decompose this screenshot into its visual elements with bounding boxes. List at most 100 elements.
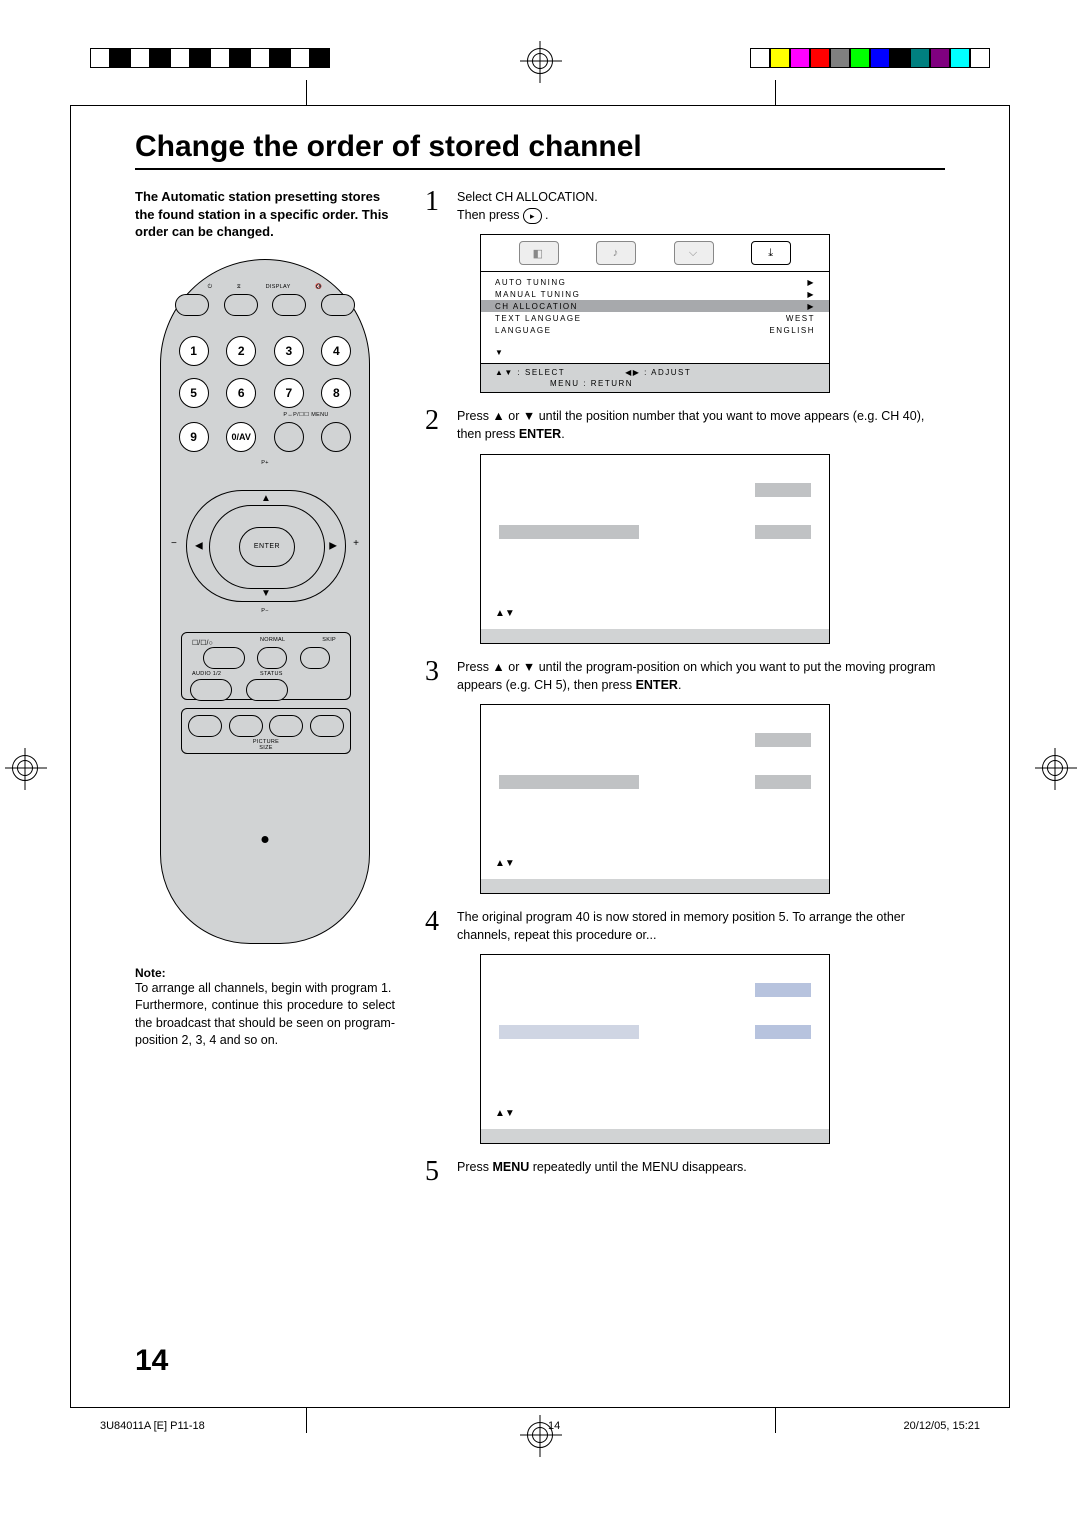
audio-button[interactable] [190,679,232,701]
intro-text: The Automatic station presetting stores … [135,188,395,241]
osd-screen-4: ▲▼ [480,954,830,1144]
step-4-text: The original program 40 is now stored in… [457,908,945,944]
step-2: 2 Press ▲ or ▼ until the position number… [425,407,945,443]
nav-down-icon: ▼ [261,588,271,599]
display-button[interactable] [272,294,306,316]
color-yellow-button[interactable] [269,715,303,737]
step-4-number: 4 [425,908,447,944]
crosshair-top [527,48,553,74]
nav-left-icon: ◀ [195,540,203,551]
p-plus-label: P+ [161,460,369,466]
osd-tab-3: ⌵ [674,241,714,265]
osd-screen-3: ▲▼ [480,704,830,894]
osd-screen-2: ▲▼ [480,454,830,644]
num-0av-button[interactable]: 0/AV [226,422,256,452]
status-button[interactable] [246,679,288,701]
osd-row: AUTO TUNING▶ [495,276,815,288]
num-9-button[interactable]: 9 [179,422,209,452]
picture-size-label: PICTURE SIZE [182,739,350,751]
num-3-button[interactable]: 3 [274,336,304,366]
meta-doc-id: 3U84011A [E] P11-18 [100,1420,205,1432]
status-label: STATUS [260,671,283,677]
step-3-number: 3 [425,658,447,694]
step-3-enter: ENTER [636,678,678,692]
skip-label: SKIP [322,637,336,643]
num-8-button[interactable]: 8 [321,378,351,408]
note-heading: Note: [135,966,395,980]
osd-menu-1: ◧ ♪ ⌵ ⤓ AUTO TUNING▶MANUAL TUNING▶CH ALL… [480,234,830,393]
num-7-button[interactable]: 7 [274,378,304,408]
enter-button[interactable]: ENTER [239,527,295,567]
osd-arrow-down: ▼ [481,348,829,363]
recall-button[interactable] [274,422,304,452]
num-1-button[interactable]: 1 [179,336,209,366]
timer-icon-label: ⧖ [237,284,241,291]
osd-tab-4: ⤓ [751,241,791,265]
color-green-button[interactable] [229,715,263,737]
osd-tab-2: ♪ [596,241,636,265]
crosshair-right [1042,755,1068,781]
step-5-number: 5 [425,1158,447,1186]
page-number: 14 [135,1344,168,1378]
nav-right-icon: ▶ [329,540,337,551]
meta-date: 20/12/05, 15:21 [904,1420,980,1432]
menu-row-label: P↔P/☐☐ MENU [256,412,356,418]
timer-button[interactable] [224,294,258,316]
osd-row: MANUAL TUNING▶ [495,288,815,300]
remote-control-illustration: ⏻ ⧖ DISPLAY 🔇 1 2 3 4 [160,259,370,944]
osd-tri-2: ▲▼ [495,608,515,619]
meta-page: 14 [548,1420,560,1432]
color-blue-button[interactable] [310,715,344,737]
menu-button[interactable] [321,422,351,452]
step-5: 5 Press MENU repeatedly until the MENU d… [425,1158,945,1186]
osd-foot-adjust: ◀▶ : ADJUST [625,368,691,377]
step-5-menu: MENU [492,1160,529,1174]
osd-foot-return: MENU : RETURN [550,379,633,388]
osd-row: TEXT LANGUAGEWEST [495,312,815,324]
osd-foot-select: ▲▼ : SELECT [495,368,565,377]
step-1-text-b: Then press [457,208,523,222]
step-5-text-b: repeatedly until the MENU disappears. [533,1160,747,1174]
num-2-button[interactable]: 2 [226,336,256,366]
vol-minus-label: − [171,538,177,549]
p-minus-label: P− [161,608,369,614]
osd-row: LANGUAGEENGLISH [495,324,815,336]
step-3-text: Press ▲ or ▼ until the program-position … [457,660,935,692]
mute-button[interactable] [321,294,355,316]
ir-dot [262,836,269,843]
feature-panel-1: ☐/☐/○ NORMAL SKIP AUDIO 1/2 STATUS [181,632,351,700]
step-1-text-a: Select CH ALLOCATION. [457,190,598,204]
osd-row: CH ALLOCATION▶ [481,300,829,312]
num-4-button[interactable]: 4 [321,336,351,366]
crosshair-left [12,755,38,781]
audio-label: AUDIO 1/2 [192,671,221,677]
print-meta: 3U84011A [E] P11-18 14 20/12/05, 15:21 [100,1420,980,1432]
page-title: Change the order of stored channel [135,130,945,170]
step-2-number: 2 [425,407,447,443]
step-4: 4 The original program 40 is now stored … [425,908,945,944]
display-label: DISPLAY [266,284,291,291]
nav-oval[interactable]: ENTER [209,505,325,589]
step-1: 1 Select CH ALLOCATION. Then press ▸ . [425,188,945,224]
normal-button[interactable] [257,647,287,669]
mode-button[interactable] [203,647,245,669]
nav-pad: ▲ ▼ ◀ ▶ ENTER [186,490,346,602]
note-line-2: Furthermore, continue this procedure to … [135,997,395,1050]
color-red-button[interactable] [188,715,222,737]
step-5-text-a: Press [457,1160,492,1174]
num-6-button[interactable]: 6 [226,378,256,408]
page-content: Change the order of stored channel The A… [135,130,945,1196]
print-registration-left [90,48,330,68]
power-button[interactable] [175,294,209,316]
num-5-button[interactable]: 5 [179,378,209,408]
nav-up-icon: ▲ [261,493,271,504]
enter-key-icon: ▸ [523,208,542,224]
skip-button[interactable] [300,647,330,669]
osd-tri-3: ▲▼ [495,858,515,869]
step-1-number: 1 [425,188,447,224]
note-line-1: To arrange all channels, begin with prog… [135,980,395,998]
mute-icon-label: 🔇 [315,284,322,291]
osd-tab-1: ◧ [519,241,559,265]
normal-label: NORMAL [260,637,285,643]
step-3: 3 Press ▲ or ▼ until the program-positio… [425,658,945,694]
